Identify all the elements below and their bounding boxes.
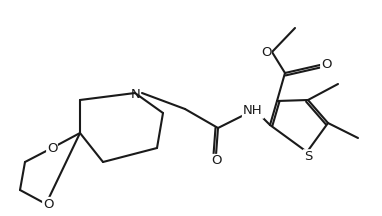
Text: NH: NH bbox=[243, 105, 263, 118]
Text: S: S bbox=[304, 151, 312, 164]
Text: O: O bbox=[43, 197, 53, 211]
Text: O: O bbox=[261, 46, 271, 59]
Text: O: O bbox=[212, 154, 222, 167]
Text: N: N bbox=[131, 87, 141, 100]
Text: O: O bbox=[321, 57, 331, 70]
Text: O: O bbox=[47, 141, 57, 154]
